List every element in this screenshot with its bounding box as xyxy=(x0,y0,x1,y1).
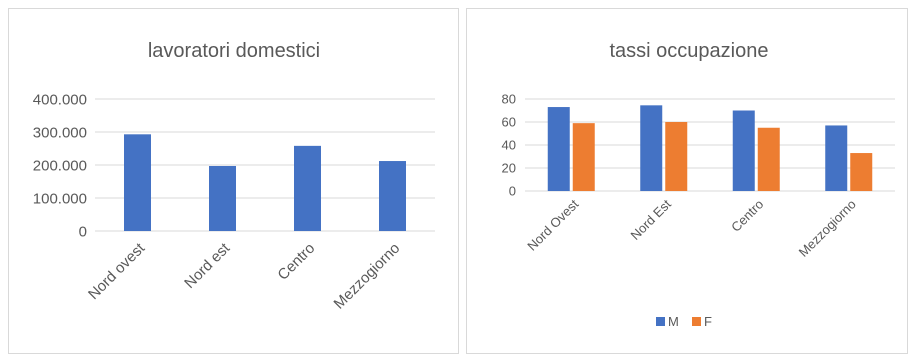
bar-f-nord-ovest xyxy=(572,123,595,191)
bar-nord-ovest xyxy=(124,134,151,231)
x-tick-label: Nord est xyxy=(181,239,234,292)
x-tick-label: Centro xyxy=(274,240,318,284)
x-tick-label: Nord Est xyxy=(628,196,675,243)
chart-lavoratori-domestici: lavoratori domestici 0 100.000 200.000 300.… xyxy=(33,40,435,313)
bar-mezzogiorno xyxy=(379,161,406,231)
bar-f-nord-est xyxy=(665,122,688,191)
y-tick-label: 200.000 xyxy=(33,157,87,174)
x-tick-label: Mezzogiorno xyxy=(796,197,859,260)
y-tick-label: 60 xyxy=(502,115,516,130)
chart-panel-lavoratori-domestici: lavoratori domestici 0 100.000 200.000 300.… xyxy=(8,8,459,354)
bar-m-nord-est xyxy=(640,105,663,191)
bar-m-centro xyxy=(732,110,755,191)
bar-nord-est xyxy=(209,165,236,231)
y-tick-label: 100.000 xyxy=(33,190,87,207)
y-tick-label: 40 xyxy=(502,138,516,153)
y-tick-label: 400.000 xyxy=(33,91,87,108)
legend-label-f: F xyxy=(704,314,712,329)
chart-title: lavoratori domestici xyxy=(148,40,320,62)
bar-f-mezzogiorno xyxy=(850,153,873,191)
bar-m-mezzogiorno xyxy=(825,125,848,191)
y-tick-label: 80 xyxy=(502,92,516,107)
x-tick-label: Nord Ovest xyxy=(524,196,581,253)
legend-swatch-f xyxy=(692,317,701,326)
chart-title: tassi occupazione xyxy=(610,40,769,62)
x-tick-label: Mezzogiorno xyxy=(331,240,404,313)
legend-swatch-m xyxy=(656,317,665,326)
x-tick-label: Centro xyxy=(728,197,766,235)
y-tick-label: 0 xyxy=(79,223,87,240)
bar-f-centro xyxy=(757,127,780,191)
y-tick-label: 300.000 xyxy=(33,124,87,141)
bar-m-nord-ovest xyxy=(547,107,570,191)
bar-centro xyxy=(294,145,321,231)
x-tick-label: Nord ovest xyxy=(85,239,149,303)
chart-tassi-occupazione: tassi occupazione 0 20 40 60 80 Nord Ovest No… xyxy=(502,40,895,329)
legend-label-m: M xyxy=(668,314,679,329)
y-tick-label: 0 xyxy=(509,184,516,199)
chart-panel-tassi-occupazione: tassi occupazione 0 20 40 60 80 Nord Ovest No… xyxy=(466,8,908,354)
y-tick-label: 20 xyxy=(502,161,516,176)
